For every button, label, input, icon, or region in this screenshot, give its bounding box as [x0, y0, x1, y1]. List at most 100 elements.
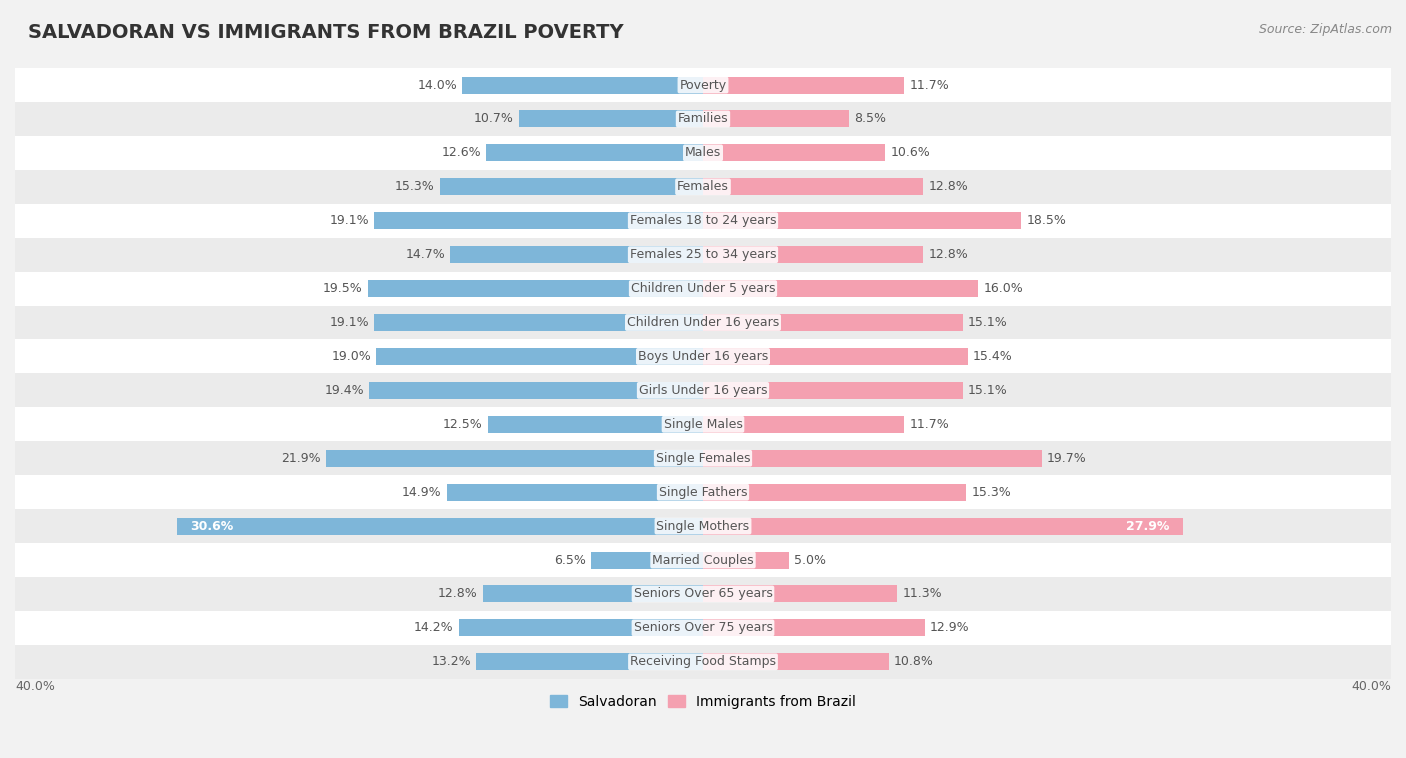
Bar — [703, 619, 925, 637]
Text: 13.2%: 13.2% — [432, 656, 471, 669]
Bar — [15, 204, 1391, 238]
Text: 12.5%: 12.5% — [443, 418, 482, 431]
Bar — [15, 136, 1391, 170]
Bar — [15, 374, 1391, 407]
Text: 12.8%: 12.8% — [928, 180, 969, 193]
Text: 11.7%: 11.7% — [910, 418, 949, 431]
Text: Single Males: Single Males — [664, 418, 742, 431]
Bar — [477, 653, 703, 670]
Bar — [703, 653, 889, 670]
Bar — [703, 314, 963, 331]
Text: Seniors Over 75 years: Seniors Over 75 years — [634, 622, 772, 634]
Text: 40.0%: 40.0% — [15, 681, 55, 694]
Text: 15.1%: 15.1% — [967, 384, 1008, 397]
Bar — [367, 280, 703, 297]
Bar — [703, 416, 904, 433]
Bar — [377, 348, 703, 365]
Bar — [15, 577, 1391, 611]
Text: 15.3%: 15.3% — [972, 486, 1011, 499]
Text: Single Fathers: Single Fathers — [659, 486, 747, 499]
Bar — [703, 212, 1021, 229]
Text: 14.0%: 14.0% — [418, 79, 457, 92]
Text: 19.0%: 19.0% — [332, 350, 371, 363]
Bar — [458, 619, 703, 637]
Bar — [591, 552, 703, 568]
Text: 10.8%: 10.8% — [894, 656, 934, 669]
Text: Married Couples: Married Couples — [652, 553, 754, 566]
Text: 8.5%: 8.5% — [855, 112, 886, 126]
Text: Seniors Over 65 years: Seniors Over 65 years — [634, 587, 772, 600]
Bar — [447, 484, 703, 500]
Bar — [450, 246, 703, 263]
Bar — [519, 111, 703, 127]
Text: 14.2%: 14.2% — [413, 622, 454, 634]
Bar — [703, 246, 924, 263]
Bar — [703, 484, 966, 500]
Bar — [15, 645, 1391, 678]
Bar — [370, 382, 703, 399]
Text: 6.5%: 6.5% — [554, 553, 586, 566]
Text: 5.0%: 5.0% — [794, 553, 827, 566]
Text: 19.4%: 19.4% — [325, 384, 364, 397]
Text: 19.7%: 19.7% — [1047, 452, 1087, 465]
Legend: Salvadoran, Immigrants from Brazil: Salvadoran, Immigrants from Brazil — [546, 690, 860, 715]
Text: 12.6%: 12.6% — [441, 146, 481, 159]
Bar — [703, 382, 963, 399]
Bar — [15, 543, 1391, 577]
Text: 14.9%: 14.9% — [402, 486, 441, 499]
Text: 16.0%: 16.0% — [983, 282, 1024, 295]
Text: 18.5%: 18.5% — [1026, 215, 1066, 227]
Text: 19.1%: 19.1% — [329, 316, 370, 329]
Bar — [440, 178, 703, 196]
Text: 30.6%: 30.6% — [190, 519, 233, 533]
Text: 19.1%: 19.1% — [329, 215, 370, 227]
Text: Families: Families — [678, 112, 728, 126]
Text: Poverty: Poverty — [679, 79, 727, 92]
Bar — [703, 77, 904, 93]
Bar — [15, 509, 1391, 543]
Text: Receiving Food Stamps: Receiving Food Stamps — [630, 656, 776, 669]
Text: 10.7%: 10.7% — [474, 112, 513, 126]
Text: Girls Under 16 years: Girls Under 16 years — [638, 384, 768, 397]
Text: Boys Under 16 years: Boys Under 16 years — [638, 350, 768, 363]
Bar — [326, 449, 703, 467]
Text: Single Mothers: Single Mothers — [657, 519, 749, 533]
Bar — [488, 416, 703, 433]
Text: SALVADORAN VS IMMIGRANTS FROM BRAZIL POVERTY: SALVADORAN VS IMMIGRANTS FROM BRAZIL POV… — [28, 23, 624, 42]
Bar — [15, 68, 1391, 102]
Text: 27.9%: 27.9% — [1126, 519, 1170, 533]
Bar — [15, 238, 1391, 271]
Text: 11.3%: 11.3% — [903, 587, 942, 600]
Bar — [374, 212, 703, 229]
Bar — [482, 585, 703, 603]
Text: 12.8%: 12.8% — [437, 587, 478, 600]
Text: Females 18 to 24 years: Females 18 to 24 years — [630, 215, 776, 227]
Text: Females 25 to 34 years: Females 25 to 34 years — [630, 248, 776, 262]
Bar — [463, 77, 703, 93]
Bar — [15, 170, 1391, 204]
Text: Children Under 5 years: Children Under 5 years — [631, 282, 775, 295]
Bar — [703, 178, 924, 196]
Bar — [15, 340, 1391, 374]
Bar — [374, 314, 703, 331]
Text: 19.5%: 19.5% — [323, 282, 363, 295]
Bar — [15, 305, 1391, 340]
Bar — [15, 611, 1391, 645]
Bar — [15, 102, 1391, 136]
Bar — [703, 518, 1182, 534]
Bar — [486, 144, 703, 161]
Text: 12.8%: 12.8% — [928, 248, 969, 262]
Bar — [703, 280, 979, 297]
Text: 12.9%: 12.9% — [929, 622, 970, 634]
Bar — [703, 111, 849, 127]
Text: Source: ZipAtlas.com: Source: ZipAtlas.com — [1258, 23, 1392, 36]
Bar — [703, 144, 886, 161]
Text: 21.9%: 21.9% — [281, 452, 321, 465]
Text: Children Under 16 years: Children Under 16 years — [627, 316, 779, 329]
Text: Single Females: Single Females — [655, 452, 751, 465]
Text: Males: Males — [685, 146, 721, 159]
Text: 11.7%: 11.7% — [910, 79, 949, 92]
Bar — [15, 407, 1391, 441]
Text: Females: Females — [678, 180, 728, 193]
Bar — [703, 585, 897, 603]
